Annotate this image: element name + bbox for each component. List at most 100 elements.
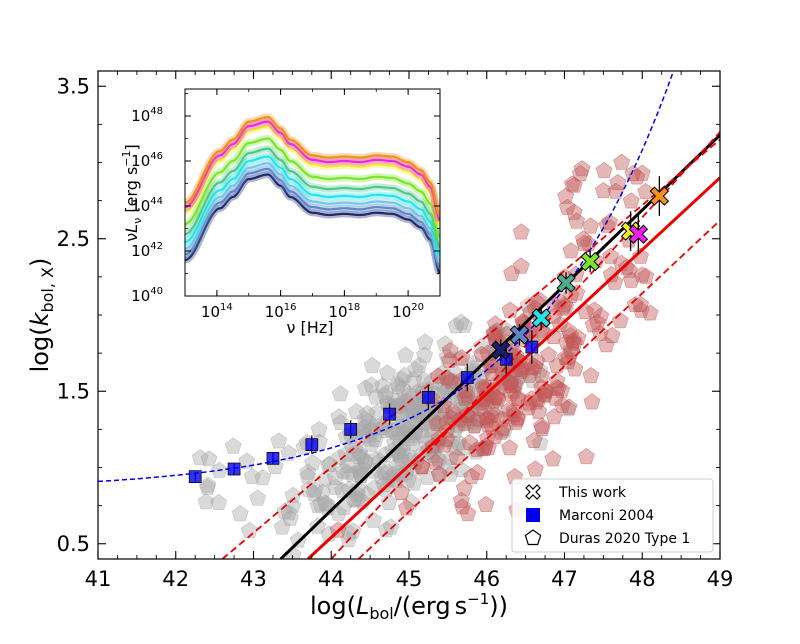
duras-point xyxy=(548,378,566,395)
duras-point xyxy=(512,223,530,240)
duras-point xyxy=(334,462,352,479)
duras-point xyxy=(314,483,332,500)
duras-point xyxy=(316,470,334,487)
duras-point xyxy=(455,479,473,496)
duras-point xyxy=(562,242,580,259)
duras-point xyxy=(503,264,521,281)
duras-point xyxy=(473,345,491,362)
inset-sed-curves xyxy=(185,113,440,276)
duras-point xyxy=(502,376,520,393)
duras-point xyxy=(554,299,572,316)
this-work-point xyxy=(580,251,600,272)
fit-line xyxy=(221,138,720,559)
duras-point xyxy=(557,187,575,204)
duras-point xyxy=(358,404,376,421)
duras-point xyxy=(569,329,587,346)
duras-point xyxy=(380,493,398,510)
duras-point xyxy=(452,491,470,508)
x-tick-label: 46 xyxy=(473,567,500,591)
duras-point xyxy=(613,153,631,170)
this-work-point xyxy=(628,224,649,244)
duras-point xyxy=(626,296,644,313)
duras-point xyxy=(624,165,642,182)
duras-point xyxy=(577,448,595,465)
duras-point xyxy=(582,367,600,384)
duras-point xyxy=(571,164,589,182)
this-work-point xyxy=(649,186,670,206)
duras-point xyxy=(438,348,456,365)
legend: This work Marconi 2004 Duras 2020 Type 1 xyxy=(511,478,714,553)
y-axis-label: log(kbol, X) xyxy=(26,258,57,373)
duras-point xyxy=(356,452,374,469)
duras-point xyxy=(566,360,584,377)
duras-point xyxy=(363,356,381,373)
duras-point xyxy=(442,372,460,389)
duras-point xyxy=(378,364,396,381)
duras-point xyxy=(447,317,465,334)
marconi-point xyxy=(266,452,280,465)
x-tick-label: 45 xyxy=(396,567,423,591)
duras-point xyxy=(304,454,322,471)
inset-sed-curve xyxy=(185,125,440,226)
duras-point xyxy=(396,366,414,383)
legend-x-icon xyxy=(525,484,541,500)
duras-point xyxy=(455,316,473,333)
duras-point xyxy=(299,463,317,480)
y-tick-label: 3.5 xyxy=(57,74,90,98)
duras-point xyxy=(331,448,349,465)
axis-ticks xyxy=(97,71,721,559)
duras-point xyxy=(602,247,620,264)
duras-point xyxy=(533,366,551,383)
marconi-point xyxy=(383,407,396,421)
duras-point xyxy=(273,518,291,535)
duras-point xyxy=(309,517,327,534)
duras-point xyxy=(525,431,543,448)
axis-tick-labels: 41 42 43 44 45 46 47 48 49 0.5 1.5 2.5 3.5 xyxy=(57,74,734,591)
marconi-point xyxy=(227,462,241,476)
duras-point xyxy=(488,388,506,405)
duras-point xyxy=(641,304,659,321)
x-axis-label: log(Lbol/(erg s−1)) xyxy=(310,590,508,623)
duras-point xyxy=(588,313,606,330)
x-tick-label: 48 xyxy=(629,567,656,591)
fit-line xyxy=(306,176,720,559)
legend-square-icon xyxy=(526,508,540,522)
duras-point xyxy=(526,460,544,477)
duras-point xyxy=(463,467,480,484)
duras-point xyxy=(459,505,477,522)
y-tick-label: 1.5 xyxy=(57,379,90,403)
duras-point xyxy=(310,420,328,437)
duras-point xyxy=(545,408,563,425)
duras-point xyxy=(344,465,361,482)
inset-sed-curve xyxy=(185,137,440,239)
inset-sed-curve xyxy=(185,167,440,269)
duras-point xyxy=(408,383,426,400)
duras-point xyxy=(436,335,454,352)
duras-point xyxy=(609,173,627,191)
duras-point xyxy=(231,505,249,522)
duras-point xyxy=(603,326,621,343)
duras-point xyxy=(442,449,460,466)
x-tick-label: 49 xyxy=(707,567,734,591)
duras-point xyxy=(573,160,591,177)
duras-point xyxy=(637,267,655,284)
duras-point xyxy=(526,358,544,375)
duras-point xyxy=(444,403,462,420)
duras-point xyxy=(415,371,433,388)
duras-point xyxy=(553,381,571,398)
duras-point xyxy=(540,346,557,363)
duras-point xyxy=(312,495,330,512)
duras-point xyxy=(611,312,629,329)
duras-point xyxy=(544,327,562,344)
x-tick-label: 44 xyxy=(318,567,345,591)
duras-point xyxy=(254,469,272,486)
duras-point xyxy=(191,449,209,466)
y-tick-label: 0.5 xyxy=(57,532,90,556)
duras-point xyxy=(331,385,349,402)
duras-point xyxy=(343,437,361,454)
duras-point xyxy=(459,406,477,423)
duras-point xyxy=(441,341,459,358)
duras-point xyxy=(531,434,549,451)
marconi-point xyxy=(460,371,474,384)
